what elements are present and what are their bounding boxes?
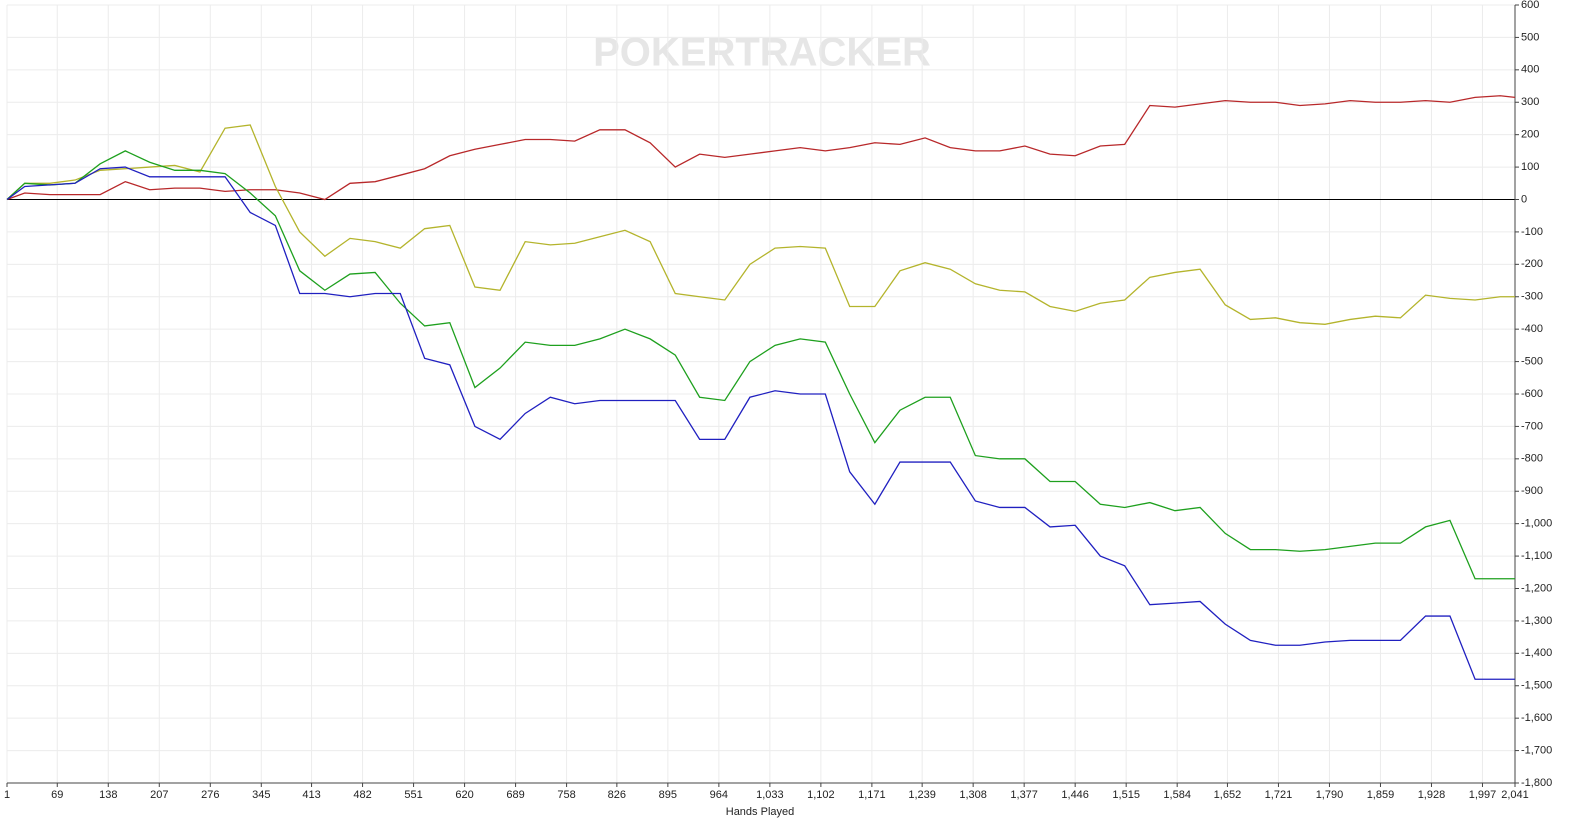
- x-tick-label: 1,515: [1112, 789, 1140, 801]
- x-tick-label: 1,033: [756, 789, 784, 801]
- x-tick-label: 69: [51, 789, 63, 801]
- x-tick-label: 138: [99, 789, 117, 801]
- x-tick-label: 689: [506, 789, 524, 801]
- y-tick-label: 500: [1521, 31, 1539, 43]
- x-tick-label: 964: [710, 789, 728, 801]
- x-tick-label: 826: [608, 789, 626, 801]
- x-tick-label: 207: [150, 789, 168, 801]
- y-tick-label: 100: [1521, 161, 1539, 173]
- x-tick-label: 620: [455, 789, 473, 801]
- y-tick-label: -1,000: [1521, 518, 1552, 530]
- y-tick-label: -600: [1521, 388, 1543, 400]
- y-tick-label: -300: [1521, 291, 1543, 303]
- y-tick-label: -1,600: [1521, 712, 1552, 724]
- x-tick-label: 551: [404, 789, 422, 801]
- x-tick-label: 1,928: [1418, 789, 1446, 801]
- x-tick-label: 1,997: [1469, 789, 1497, 801]
- y-tick-label: 200: [1521, 129, 1539, 141]
- y-tick-label: 300: [1521, 96, 1539, 108]
- y-tick-label: -900: [1521, 485, 1543, 497]
- line-series: [6, 124, 1515, 325]
- x-tick-label: 1,171: [858, 789, 886, 801]
- x-tick-label: 1,377: [1010, 789, 1038, 801]
- x-tick-label: 1,790: [1316, 789, 1344, 801]
- y-tick-label: -1,100: [1521, 550, 1552, 562]
- x-tick-label: 276: [201, 789, 219, 801]
- x-tick-label: 1,308: [959, 789, 987, 801]
- x-tick-label: 345: [252, 789, 270, 801]
- x-tick-label: 482: [353, 789, 371, 801]
- x-tick-label: 895: [659, 789, 677, 801]
- x-tick-label: 1,652: [1214, 789, 1242, 801]
- x-tick-label: 1,239: [908, 789, 936, 801]
- y-tick-label: -1,300: [1521, 615, 1552, 627]
- line-series: [6, 95, 1516, 201]
- line-series: [6, 166, 1515, 680]
- x-tick-label: 1: [4, 789, 10, 801]
- x-tick-label: 758: [557, 789, 575, 801]
- y-tick-label: -500: [1521, 355, 1543, 367]
- x-axis-label: Hands Played: [726, 806, 795, 818]
- x-tick-label: 413: [302, 789, 320, 801]
- y-tick-label: 600: [1521, 0, 1539, 11]
- y-tick-label: 400: [1521, 64, 1539, 76]
- y-tick-label: -200: [1521, 258, 1543, 270]
- y-tick-label: -400: [1521, 323, 1543, 335]
- y-tick-label: -1,500: [1521, 680, 1552, 692]
- y-tick-label: 0: [1521, 193, 1527, 205]
- y-tick-label: -1,700: [1521, 744, 1552, 756]
- y-tick-label: -1,400: [1521, 647, 1552, 659]
- x-tick-label: 2,041: [1501, 789, 1529, 801]
- y-tick-label: -800: [1521, 453, 1543, 465]
- y-tick-label: -1,800: [1521, 777, 1552, 789]
- x-tick-label: 1,584: [1163, 789, 1191, 801]
- y-tick-label: -1,200: [1521, 582, 1552, 594]
- x-tick-label: 1,721: [1265, 789, 1293, 801]
- x-tick-label: 1,102: [807, 789, 835, 801]
- line-series: [6, 150, 1515, 580]
- x-tick-label: 1,446: [1061, 789, 1089, 801]
- y-tick-label: -700: [1521, 420, 1543, 432]
- y-tick-label: -100: [1521, 226, 1543, 238]
- x-tick-label: 1,859: [1367, 789, 1395, 801]
